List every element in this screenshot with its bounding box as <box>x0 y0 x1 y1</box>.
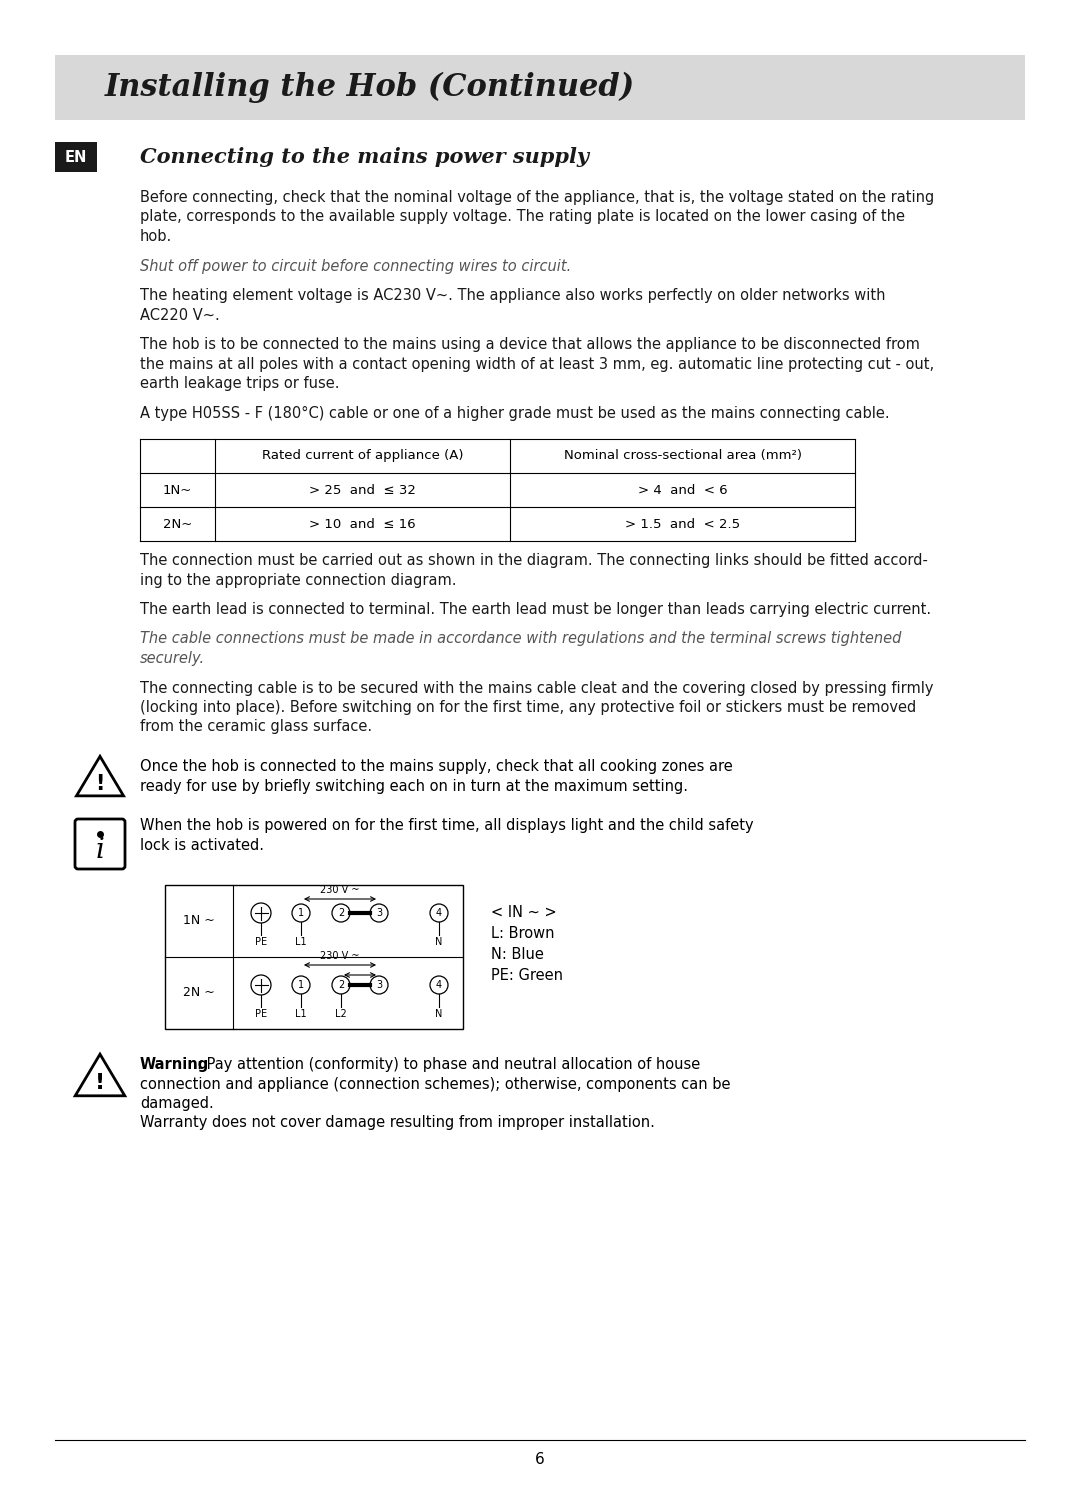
Text: 2N~: 2N~ <box>163 517 192 531</box>
Text: The cable connections must be made in accordance with regulations and the termin: The cable connections must be made in ac… <box>140 632 902 646</box>
Text: Once the hob is connected to the mains supply, check that all cooking zones are: Once the hob is connected to the mains s… <box>140 759 732 774</box>
Text: 3: 3 <box>376 979 382 990</box>
Text: PE: Green: PE: Green <box>491 967 563 984</box>
Text: 2: 2 <box>338 979 345 990</box>
Text: Installing the Hob (Continued): Installing the Hob (Continued) <box>105 71 635 103</box>
Text: Warning: Warning <box>140 1057 210 1071</box>
Text: Warranty does not cover damage resulting from improper installation.: Warranty does not cover damage resulting… <box>140 1116 654 1131</box>
Text: PE: PE <box>255 1009 267 1019</box>
Text: 3: 3 <box>376 908 382 918</box>
Bar <box>55 143 97 172</box>
Text: !: ! <box>95 1073 105 1094</box>
Text: Shut off power to circuit before connecting wires to circuit.: Shut off power to circuit before connect… <box>140 259 571 273</box>
Text: hob.: hob. <box>140 229 172 244</box>
Text: A type H05SS - F (180°C) cable or one of a higher grade must be used as the main: A type H05SS - F (180°C) cable or one of… <box>140 406 890 421</box>
Text: > 25  and  ≤ 32: > 25 and ≤ 32 <box>309 483 416 496</box>
Text: Nominal cross-sectional area (mm²): Nominal cross-sectional area (mm²) <box>564 449 801 462</box>
Text: : Pay attention (conformity) to phase and neutral allocation of house: : Pay attention (conformity) to phase an… <box>197 1057 700 1071</box>
Text: L2: L2 <box>335 1009 347 1019</box>
Text: N: Blue: N: Blue <box>491 947 544 961</box>
Text: 1N ~: 1N ~ <box>184 914 215 927</box>
Text: ing to the appropriate connection diagram.: ing to the appropriate connection diagra… <box>140 572 457 587</box>
Text: ready for use by briefly switching each on in turn at the maximum setting.: ready for use by briefly switching each … <box>140 779 688 794</box>
Text: The earth lead is connected to terminal. The earth lead must be longer than lead: The earth lead is connected to terminal.… <box>140 602 931 617</box>
Text: Before connecting, check that the nominal voltage of the appliance, that is, the: Before connecting, check that the nomina… <box>140 190 934 205</box>
Text: 2: 2 <box>338 908 345 918</box>
Text: PE: PE <box>255 938 267 947</box>
Text: The hob is to be connected to the mains using a device that allows the appliance: The hob is to be connected to the mains … <box>140 337 920 352</box>
Bar <box>165 886 463 1028</box>
Text: damaged.: damaged. <box>140 1097 214 1112</box>
Text: earth leakage trips or fuse.: earth leakage trips or fuse. <box>140 376 339 391</box>
Text: 1: 1 <box>298 908 305 918</box>
Text: the mains at all poles with a contact opening width of at least 3 mm, eg. automa: the mains at all poles with a contact op… <box>140 357 934 372</box>
Text: L1: L1 <box>295 938 307 947</box>
Bar <box>55 55 1025 120</box>
Text: L1: L1 <box>295 1009 307 1019</box>
Text: from the ceramic glass surface.: from the ceramic glass surface. <box>140 719 373 734</box>
Text: L: Brown: L: Brown <box>491 926 554 941</box>
Text: Rated current of appliance (A): Rated current of appliance (A) <box>261 449 463 462</box>
Text: lock is activated.: lock is activated. <box>140 838 264 853</box>
Text: 6: 6 <box>535 1452 545 1468</box>
Text: The connection must be carried out as shown in the diagram. The connecting links: The connection must be carried out as sh… <box>140 553 928 568</box>
Text: connection and appliance (connection schemes); otherwise, components can be: connection and appliance (connection sch… <box>140 1076 730 1092</box>
Text: securely.: securely. <box>140 651 205 666</box>
Text: < IN ~ >: < IN ~ > <box>491 905 557 920</box>
Text: 4: 4 <box>436 908 442 918</box>
Text: i: i <box>95 837 105 863</box>
Text: (locking into place). Before switching on for the first time, any protective foi: (locking into place). Before switching o… <box>140 700 916 715</box>
Text: 2N ~: 2N ~ <box>184 987 215 1000</box>
Text: N: N <box>435 938 443 947</box>
Text: AC220 V~.: AC220 V~. <box>140 308 219 322</box>
Text: > 1.5  and  < 2.5: > 1.5 and < 2.5 <box>625 517 740 531</box>
Text: 230 V ~: 230 V ~ <box>321 886 360 895</box>
Text: !: ! <box>95 774 105 795</box>
Text: 4: 4 <box>436 979 442 990</box>
Text: 1: 1 <box>298 979 305 990</box>
Text: > 10  and  ≤ 16: > 10 and ≤ 16 <box>309 517 416 531</box>
Text: When the hob is powered on for the first time, all displays light and the child : When the hob is powered on for the first… <box>140 817 754 834</box>
Text: The heating element voltage is AC230 V~. The appliance also works perfectly on o: The heating element voltage is AC230 V~.… <box>140 288 886 303</box>
Text: EN: EN <box>65 150 87 165</box>
Text: 230 V ~: 230 V ~ <box>321 951 360 961</box>
Text: plate, corresponds to the available supply voltage. The rating plate is located : plate, corresponds to the available supp… <box>140 210 905 224</box>
Text: Connecting to the mains power supply: Connecting to the mains power supply <box>140 147 589 166</box>
Text: > 4  and  < 6: > 4 and < 6 <box>637 483 727 496</box>
Text: 1N~: 1N~ <box>163 483 192 496</box>
Text: The connecting cable is to be secured with the mains cable cleat and the coverin: The connecting cable is to be secured wi… <box>140 681 933 695</box>
Text: N: N <box>435 1009 443 1019</box>
FancyBboxPatch shape <box>75 819 125 869</box>
